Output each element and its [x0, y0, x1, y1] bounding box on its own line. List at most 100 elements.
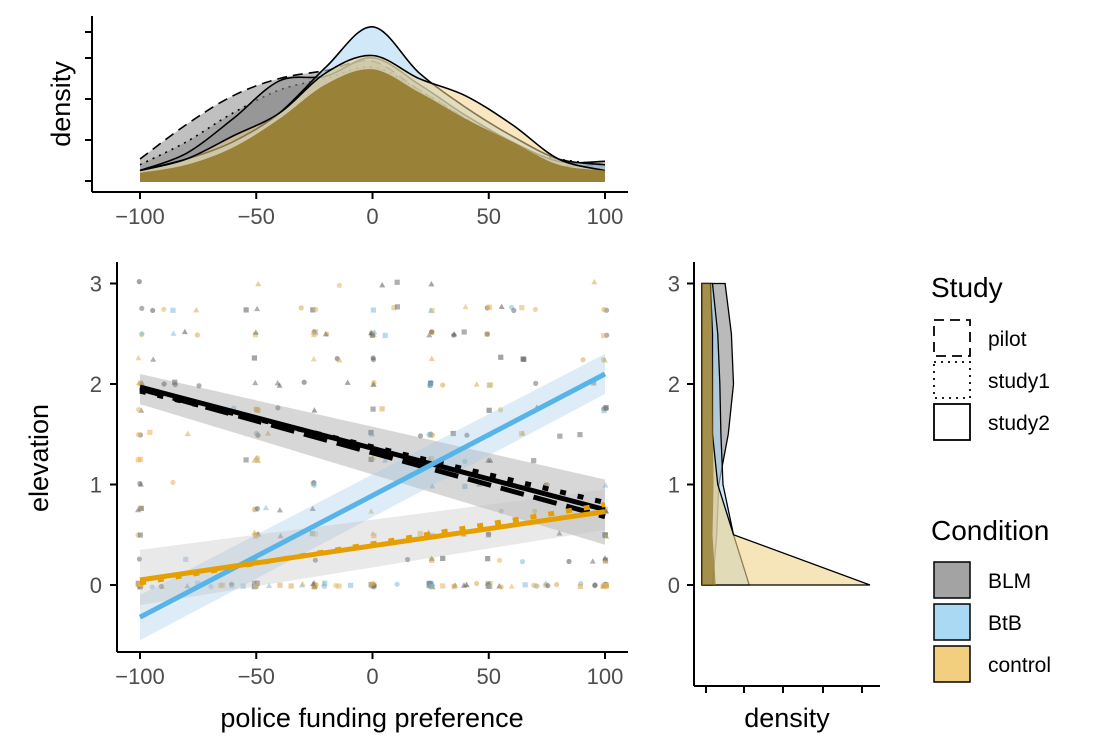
scatter-point: [428, 355, 435, 362]
main-y-tick-label-2: 2: [90, 372, 102, 397]
scatter-point: [170, 307, 176, 313]
top-y-axis-title: density: [46, 61, 76, 147]
regression-line-BLM-pilot: [139, 386, 606, 520]
scatter-point: [487, 382, 494, 388]
scatter-point: [276, 506, 283, 513]
legend-condition-label-BLM: BLM: [988, 570, 1031, 593]
top-x-tick-label-0: −100: [115, 204, 165, 229]
scatter-point: [545, 583, 551, 589]
scatter-point: [312, 557, 318, 563]
scatter-point: [228, 581, 235, 587]
main-x-axis-title: police funding preference: [220, 703, 523, 733]
scatter-point: [208, 584, 214, 590]
scatter-point: [135, 431, 142, 438]
scatter-point: [426, 456, 433, 462]
scatter-point: [254, 505, 260, 512]
scatter-point: [601, 307, 607, 313]
scatter-point: [429, 329, 435, 335]
scatter-point: [218, 582, 225, 588]
right-y-ticks: 0 1 2 3: [668, 272, 694, 598]
scatter-point: [240, 583, 246, 589]
scatter-point: [255, 280, 262, 287]
scatter-point: [136, 407, 142, 413]
scatter-point: [486, 407, 492, 413]
legend-study-items: pilot study1 study2: [933, 319, 1050, 441]
scatter-point: [428, 455, 435, 461]
regression-line-control-study2: [139, 509, 606, 583]
scatter-point: [322, 580, 328, 586]
legend-condition-title: Condition: [931, 515, 1049, 546]
scatter-point: [266, 582, 273, 589]
scatter-point: [554, 581, 560, 588]
scatter-point: [498, 354, 504, 360]
scatter-point: [299, 580, 306, 587]
scatter-point: [158, 583, 164, 589]
scatter-point: [147, 429, 153, 436]
scatter-point: [184, 430, 191, 437]
scatter-point: [497, 407, 504, 413]
scatter-point: [150, 356, 157, 362]
right-y-tick-label-3: 3: [668, 272, 680, 297]
scatter-point: [577, 583, 583, 590]
scatter-point: [311, 407, 318, 413]
main-x-ticks: −100 −50 0 50 100: [115, 652, 623, 689]
scatter-point: [461, 329, 467, 335]
main-x-tick-label-3: 50: [477, 664, 501, 689]
scatter-point: [440, 555, 446, 561]
scatter-point: [498, 508, 504, 514]
scatter-point: [275, 405, 281, 411]
legend-study-key-study2: [933, 403, 971, 441]
scatter-point: [427, 382, 433, 388]
scatter-point: [251, 355, 258, 361]
scatter-point: [440, 583, 446, 589]
scatter-point: [521, 356, 527, 362]
scatter-point: [371, 328, 378, 335]
scatter-point: [322, 331, 329, 337]
scatter-point: [136, 279, 142, 285]
main-y-tick-label-0: 0: [90, 573, 102, 598]
scatter-point: [309, 505, 316, 511]
scatter-point: [138, 505, 144, 512]
scatter-point: [150, 307, 156, 314]
main-x-tick-label-4: 100: [587, 664, 624, 689]
scatter-point: [276, 382, 283, 388]
scatter-point: [602, 558, 609, 564]
scatter-point: [451, 330, 458, 337]
scatter-point: [603, 533, 610, 539]
main-y-tick-label-3: 3: [90, 272, 102, 297]
scatter-point: [196, 383, 202, 389]
scatter-point: [195, 580, 201, 586]
scatter-point: [519, 559, 526, 565]
scatter-point: [311, 584, 317, 590]
scatter-point: [484, 331, 490, 337]
scatter-point: [519, 431, 525, 437]
scatter-point: [440, 382, 446, 388]
scatter-point: [255, 457, 262, 464]
scatter-point: [429, 583, 435, 590]
scatter-point: [511, 307, 517, 314]
scatter-point: [309, 580, 316, 587]
scatter-point: [473, 381, 480, 387]
scatter-point: [262, 504, 269, 511]
scatter-point: [243, 307, 249, 313]
right-y-tick-label-0: 0: [668, 573, 680, 598]
scatter-point: [370, 406, 376, 412]
right-marginal-density: 0 1 2 3 density: [668, 262, 880, 733]
top-x-tick-label-1: −50: [238, 204, 275, 229]
main-x-tick-label-0: −100: [115, 664, 165, 689]
main-y-ticks: 0 1 2 3: [90, 272, 117, 598]
scatter-point: [184, 582, 191, 589]
scatter-point: [136, 556, 143, 562]
scatter-point: [277, 582, 283, 588]
scatter-point: [417, 530, 423, 537]
scatter-point: [450, 430, 456, 437]
legend-condition-key-BtB: [933, 603, 971, 641]
scatter-point: [254, 305, 261, 312]
top-x-tick-label-3: 50: [477, 204, 501, 229]
scatter-point: [394, 279, 400, 285]
regression-line-BLM-study2: [139, 384, 606, 513]
scatter-point: [485, 303, 492, 310]
scatter-point: [425, 582, 432, 588]
right-density-overlap-area: [702, 283, 716, 585]
scatter-point: [533, 380, 539, 386]
